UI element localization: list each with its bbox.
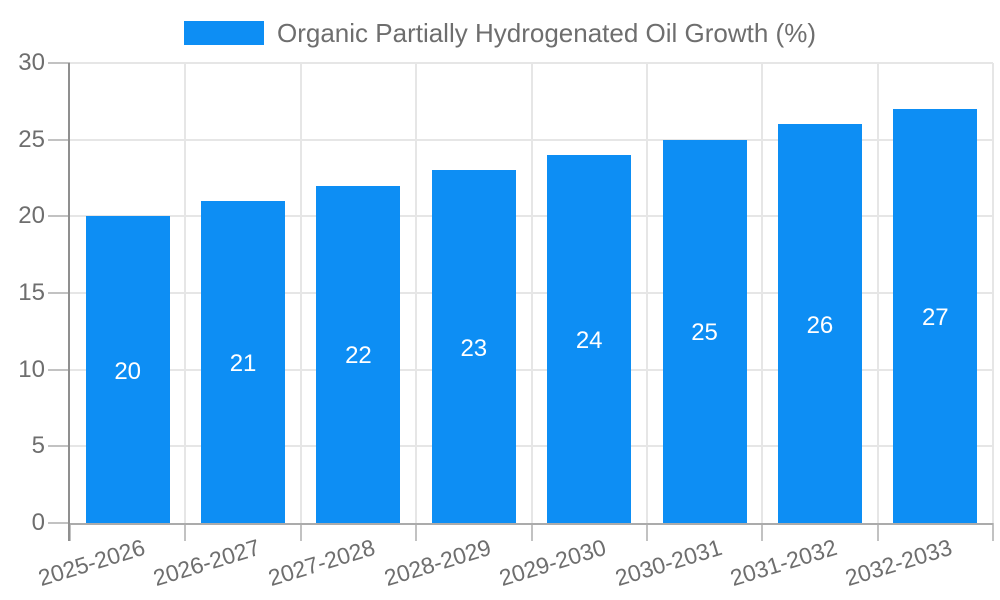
x-tick bbox=[761, 523, 764, 541]
x-gridline bbox=[645, 63, 648, 523]
bar-2025-2026[interactable] bbox=[85, 216, 170, 523]
bar-value-label: 23 bbox=[460, 334, 488, 362]
bar-value-label: 26 bbox=[806, 311, 834, 339]
y-tick bbox=[48, 368, 70, 371]
bar-2027-2028[interactable] bbox=[316, 185, 401, 523]
bar-2028-2029[interactable] bbox=[431, 170, 516, 523]
y-tick-label: 10 bbox=[18, 355, 45, 383]
y-tick bbox=[48, 445, 70, 448]
y-tick-label: 30 bbox=[18, 49, 45, 76]
x-gridline bbox=[992, 63, 994, 523]
legend-swatch-icon bbox=[184, 21, 264, 45]
y-tick-label: 0 bbox=[31, 509, 45, 536]
x-tick bbox=[69, 523, 71, 541]
x-gridline bbox=[415, 63, 418, 523]
bar-2026-2027[interactable] bbox=[201, 201, 286, 523]
x-gridline bbox=[299, 63, 302, 523]
x-tick bbox=[299, 523, 302, 541]
legend[interactable]: Organic Partially Hydrogenated Oil Growt… bbox=[0, 19, 1000, 47]
x-gridline bbox=[761, 63, 764, 523]
bar-value-label: 24 bbox=[575, 327, 603, 354]
x-gridline bbox=[530, 63, 533, 523]
x-tick bbox=[645, 523, 648, 541]
bar-value-label: 20 bbox=[114, 357, 142, 385]
y-tick bbox=[48, 292, 70, 294]
legend-label: Organic Partially Hydrogenated Oil Growt… bbox=[277, 18, 816, 48]
bar-value-label: 22 bbox=[345, 342, 372, 370]
bar-2030-2031[interactable] bbox=[662, 139, 747, 523]
y-tick-label: 15 bbox=[18, 279, 45, 306]
y-tick-label: 5 bbox=[31, 432, 45, 460]
x-tick bbox=[530, 523, 533, 541]
x-tick bbox=[992, 523, 994, 541]
bar-2029-2030[interactable] bbox=[547, 155, 632, 523]
bar-value-label: 27 bbox=[921, 304, 949, 331]
y-tick bbox=[48, 62, 70, 64]
bar-value-label: 21 bbox=[229, 350, 257, 377]
x-axis-line bbox=[70, 523, 993, 525]
x-tick bbox=[184, 523, 187, 541]
y-tick-label: 20 bbox=[18, 202, 45, 230]
x-tick bbox=[415, 523, 418, 541]
x-gridline bbox=[184, 63, 187, 523]
bar-value-label: 25 bbox=[691, 319, 718, 347]
y-axis-line bbox=[68, 63, 70, 541]
y-tick bbox=[48, 522, 70, 524]
y-tick bbox=[48, 138, 70, 141]
x-tick bbox=[876, 523, 879, 541]
x-gridline bbox=[876, 63, 879, 523]
bar-2032-2033[interactable] bbox=[893, 109, 978, 523]
y-tick bbox=[48, 215, 70, 218]
bar-2031-2032[interactable] bbox=[777, 124, 862, 523]
y-tick-label: 25 bbox=[18, 125, 45, 153]
